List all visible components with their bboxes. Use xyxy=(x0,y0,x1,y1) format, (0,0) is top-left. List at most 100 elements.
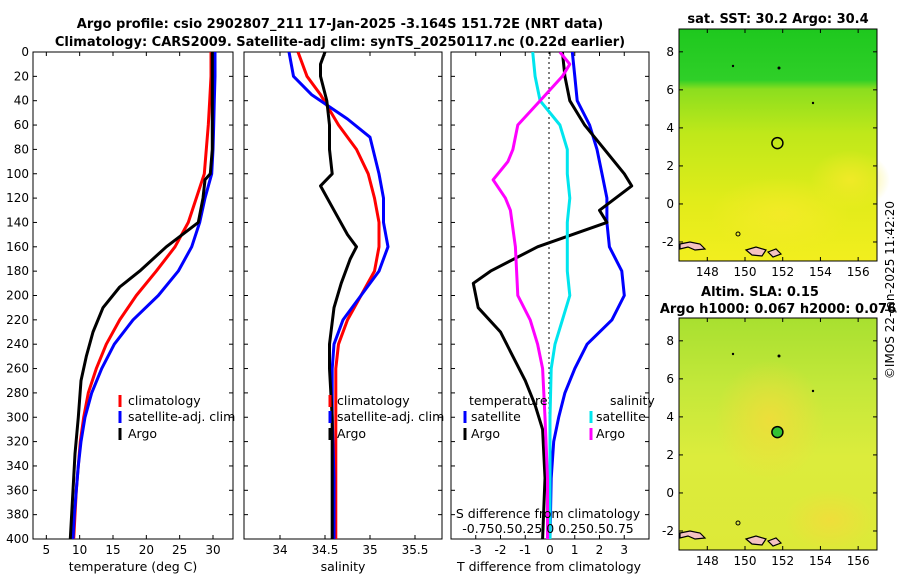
salinity-depth-ticks xyxy=(244,51,442,540)
lon-tick-label: 152 xyxy=(771,554,794,568)
x-tick-label: 25 xyxy=(172,543,187,557)
argo-location-marker xyxy=(771,136,784,150)
temperature-panel: 0 20 40 60 80 100 120 140 160 180 200 220 240 260 280 3… xyxy=(6,45,235,574)
legend-argo: Argo xyxy=(337,426,366,441)
sla-map-title-line1: Altim. SLA: 0.15 xyxy=(701,285,819,300)
lat-tick-label: 8 xyxy=(666,45,674,59)
depth-tick-label: 300 xyxy=(6,410,29,424)
depth-tick-label: 220 xyxy=(6,313,29,327)
land-island xyxy=(735,231,741,237)
temperature-legend: climatology satellite-adj. clim Argo xyxy=(118,393,235,441)
land-island xyxy=(735,520,741,526)
depth-tick-label: 260 xyxy=(6,362,29,376)
depth-tick-label: 20 xyxy=(14,69,29,83)
depth-tick-label: 340 xyxy=(6,459,29,473)
difference-legend: temperature satellite Argo salinity sate… xyxy=(463,393,655,441)
salinity-panel: 34 34.5 35 35.5 salinity climatology satell… xyxy=(243,51,444,574)
sst-warm-patch xyxy=(810,150,890,210)
depth-tick-label: 0 xyxy=(21,45,29,59)
sla-high-patch xyxy=(715,360,825,480)
land-island xyxy=(811,101,815,105)
lon-tick-label: 156 xyxy=(847,265,870,279)
legend-satellite-adj-clim: satellite-adj. clim xyxy=(128,409,235,424)
lat-tick-label: 0 xyxy=(666,486,674,500)
legend-t-argo: Argo xyxy=(471,426,500,441)
lat-tick-label: 2 xyxy=(666,448,674,462)
sla-map-title-line2: Argo h1000: 0.067 h2000: 0.076 xyxy=(660,302,896,317)
x-tick-label: 35.5 xyxy=(402,543,429,557)
legend-s-argo: Argo xyxy=(596,426,625,441)
land-island xyxy=(811,389,815,393)
x-tick-label: -3 xyxy=(470,543,482,557)
satellite-adj-clim-line xyxy=(287,52,390,539)
salinity-axis-label: salinity xyxy=(321,559,366,574)
lat-tick-label: 6 xyxy=(666,372,674,386)
land-island xyxy=(766,537,783,547)
lat-tick-label: 4 xyxy=(666,121,674,135)
sla-map-axes: 148 150 152 154 156 -2 0 2 4 6 8 xyxy=(662,318,877,568)
depth-tick-label: 120 xyxy=(6,191,29,205)
legend-satellite-adj-clim: satellite-adj. clim xyxy=(337,409,444,424)
argo-location-marker xyxy=(771,425,784,439)
legend-heading-salinity: salinity xyxy=(610,393,655,408)
salinity-argo-line xyxy=(491,52,572,539)
lat-tick-label: 6 xyxy=(666,83,674,97)
temperature-argo-line xyxy=(471,52,634,539)
temperature-x-axis: 5 10 15 20 25 30 xyxy=(43,52,221,557)
depth-tick-label: 280 xyxy=(6,386,29,400)
legend-s-satellite: satellite xyxy=(596,409,646,424)
difference-panel: -3 -2 -1 0 1 2 3 T difference from climatology… xyxy=(450,51,655,574)
figure-title-line2: Climatology: CARS2009. Satellite-adj cli… xyxy=(55,35,625,50)
salinity-legend: climatology satellite-adj. clim Argo xyxy=(328,393,444,441)
x-tick-label: 34.5 xyxy=(312,543,339,557)
depth-tick-label: 80 xyxy=(14,142,29,156)
land-new-guinea xyxy=(679,241,707,251)
land-new-guinea xyxy=(679,530,707,540)
x-tick-label: 2 xyxy=(596,543,604,557)
salinity-plot-frame xyxy=(243,51,443,540)
x-tick-label: 5 xyxy=(43,543,51,557)
lon-tick-label: 154 xyxy=(809,265,832,279)
x-tick-label: 34 xyxy=(272,543,287,557)
difference-x-axis: -3 -2 -1 0 1 2 3 xyxy=(470,52,628,557)
x-tick-label: 0 xyxy=(546,543,554,557)
temperature-axis-label: temperature (deg C) xyxy=(69,559,198,574)
sst-warm-patch xyxy=(710,177,850,253)
lat-tick-label: -2 xyxy=(662,235,674,249)
depth-tick-label: 40 xyxy=(14,94,29,108)
sla-map-frame xyxy=(678,317,878,551)
legend-heading-temperature: temperature xyxy=(469,393,548,408)
legend-climatology: climatology xyxy=(128,393,201,408)
lon-tick-label: 150 xyxy=(734,554,757,568)
argo-line xyxy=(319,52,358,539)
depth-tick-label: 140 xyxy=(6,215,29,229)
x-tick-label: 35 xyxy=(362,543,377,557)
temperature-satellite-line xyxy=(548,52,626,539)
legend-climatology: climatology xyxy=(337,393,410,408)
lon-tick-label: 156 xyxy=(847,554,870,568)
imos-credit: ©IMOS 22-Jan-2025 11:42:20 xyxy=(883,201,897,379)
depth-tick-label: 60 xyxy=(14,118,29,132)
x-tick-label: 1 xyxy=(571,543,579,557)
x-tick-label: -1 xyxy=(519,543,531,557)
land-island xyxy=(731,352,735,356)
climatology-line xyxy=(296,52,381,539)
s-difference-tick-labels: -0.750.50.25 0 0.250.50.75 xyxy=(462,521,634,536)
land-island xyxy=(766,248,783,258)
land-island xyxy=(744,246,767,257)
x-tick-label: 15 xyxy=(105,543,120,557)
sla-high-patch xyxy=(785,490,875,550)
depth-axis: 0 20 40 60 80 100 120 140 160 180 200 220 240 260 280 3… xyxy=(6,45,233,546)
depth-tick-label: 240 xyxy=(6,337,29,351)
salinity-satellite-line xyxy=(531,52,572,539)
sst-map-frame xyxy=(678,28,878,262)
lon-tick-label: 154 xyxy=(809,554,832,568)
lat-tick-label: -2 xyxy=(662,524,674,538)
x-tick-label: 10 xyxy=(72,543,87,557)
lat-tick-label: 0 xyxy=(666,197,674,211)
depth-tick-label: 360 xyxy=(6,483,29,497)
depth-tick-label: 320 xyxy=(6,435,29,449)
salinity-x-axis: 34 34.5 35 35.5 xyxy=(272,52,428,557)
lat-tick-label: 2 xyxy=(666,159,674,173)
